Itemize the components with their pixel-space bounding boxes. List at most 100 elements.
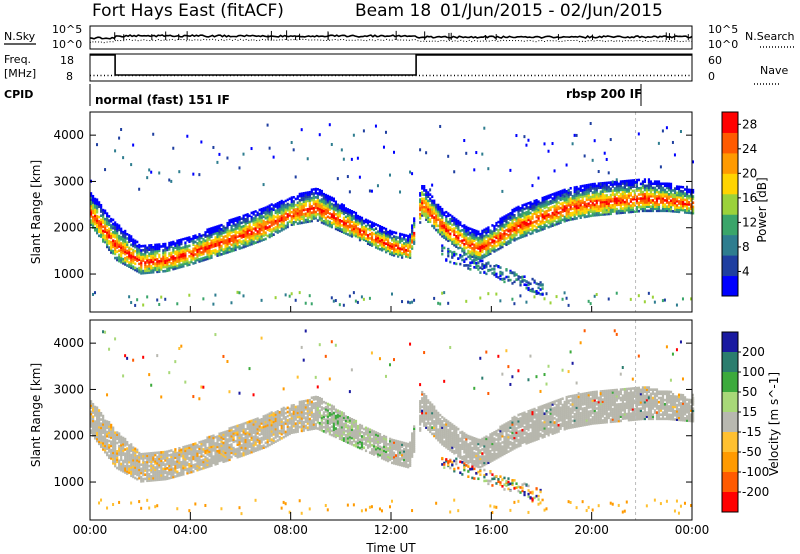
power-cell xyxy=(214,240,217,244)
power-cell xyxy=(240,246,243,250)
power-cell xyxy=(505,224,508,228)
power-cell xyxy=(308,294,311,298)
power-cell xyxy=(653,300,656,304)
power-cell xyxy=(473,243,476,247)
power-cell xyxy=(441,252,444,256)
power-cell xyxy=(577,214,580,218)
power-cell xyxy=(354,216,358,219)
power-cell xyxy=(196,250,199,254)
power-cell xyxy=(318,216,321,219)
power-cell xyxy=(621,180,624,183)
power-cell xyxy=(304,212,307,216)
velocity-cell xyxy=(166,471,169,474)
velocity-cell xyxy=(178,347,181,351)
power-cell xyxy=(665,184,669,188)
power-cell xyxy=(591,182,594,186)
power-cell xyxy=(304,204,307,207)
velocity-cell xyxy=(110,440,113,444)
power-cell xyxy=(100,208,103,211)
power-cell xyxy=(252,227,255,231)
power-cell xyxy=(358,175,361,179)
power-cell xyxy=(206,234,209,238)
power-cell xyxy=(525,227,528,231)
power-cell xyxy=(495,232,498,235)
power-cell xyxy=(218,243,221,246)
power-cell xyxy=(453,220,456,224)
power-cell xyxy=(473,168,476,172)
power-cell xyxy=(114,235,117,239)
power-cell xyxy=(208,236,211,239)
power-cell xyxy=(455,226,458,230)
power-cell xyxy=(605,157,608,161)
power-cell xyxy=(645,205,649,208)
power-cell xyxy=(623,211,626,214)
power-cell xyxy=(583,186,586,190)
power-cell xyxy=(595,207,598,211)
power-cell xyxy=(537,210,540,214)
power-cell xyxy=(130,260,133,263)
power-cell xyxy=(621,192,624,196)
power-cell xyxy=(491,240,494,244)
velocity-cell xyxy=(142,452,145,456)
power-cell xyxy=(685,185,688,189)
power-colorbar-segment xyxy=(722,255,738,277)
power-cell xyxy=(146,176,149,180)
power-cell xyxy=(675,191,679,195)
freq-right-tick-top: 60 xyxy=(708,54,722,67)
power-cell xyxy=(120,260,123,264)
power-cell xyxy=(252,212,255,216)
power-cell xyxy=(310,302,313,306)
power-cell xyxy=(258,227,261,231)
power-cell xyxy=(513,226,516,230)
power-cell xyxy=(503,232,506,235)
velocity-cell xyxy=(106,439,109,442)
power-cell xyxy=(304,195,307,199)
noise-series xyxy=(89,30,693,44)
power-cell xyxy=(246,221,249,225)
power-cell xyxy=(128,252,131,256)
power-cell xyxy=(391,251,394,255)
power-cell xyxy=(641,203,645,206)
power-cell xyxy=(465,229,468,233)
power-cell xyxy=(138,187,141,191)
power-cell xyxy=(441,212,444,215)
power-cell xyxy=(370,240,374,243)
power-cell xyxy=(244,222,247,225)
power-cell xyxy=(184,249,187,253)
power-cell xyxy=(246,225,249,229)
power-cell xyxy=(505,237,508,240)
power-cell xyxy=(230,228,233,232)
power-cell xyxy=(497,237,500,241)
power-cell xyxy=(391,245,394,248)
power-cell xyxy=(539,214,542,217)
power-cell xyxy=(657,197,661,200)
power-cell xyxy=(539,222,542,226)
power-cell xyxy=(290,196,293,199)
power-cell xyxy=(136,253,139,256)
power-cell xyxy=(421,214,424,217)
power-cell xyxy=(485,272,488,276)
power-cell xyxy=(250,215,253,219)
power-cell xyxy=(479,259,482,263)
power-cell xyxy=(202,244,205,247)
power-cell xyxy=(671,203,675,207)
power-cell xyxy=(579,203,582,207)
power-cell xyxy=(533,279,536,283)
power-cell xyxy=(346,233,350,236)
power-cell xyxy=(338,223,342,226)
power-cell xyxy=(483,255,486,259)
power-cell xyxy=(270,224,273,227)
power-cell xyxy=(258,229,261,233)
power-cell xyxy=(533,280,536,284)
power-cell xyxy=(413,238,416,241)
power-cell xyxy=(625,204,628,208)
power-cell xyxy=(216,160,219,164)
power-cell xyxy=(407,245,410,248)
power-cell xyxy=(108,233,111,237)
power-cell xyxy=(266,123,269,127)
power-cell xyxy=(172,259,175,263)
power-cell xyxy=(557,222,560,225)
power-cell xyxy=(479,234,482,238)
power-cell xyxy=(441,244,444,248)
power-cell xyxy=(393,150,396,154)
